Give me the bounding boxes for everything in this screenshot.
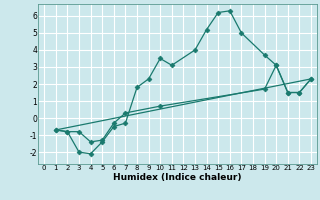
X-axis label: Humidex (Indice chaleur): Humidex (Indice chaleur) (113, 173, 242, 182)
